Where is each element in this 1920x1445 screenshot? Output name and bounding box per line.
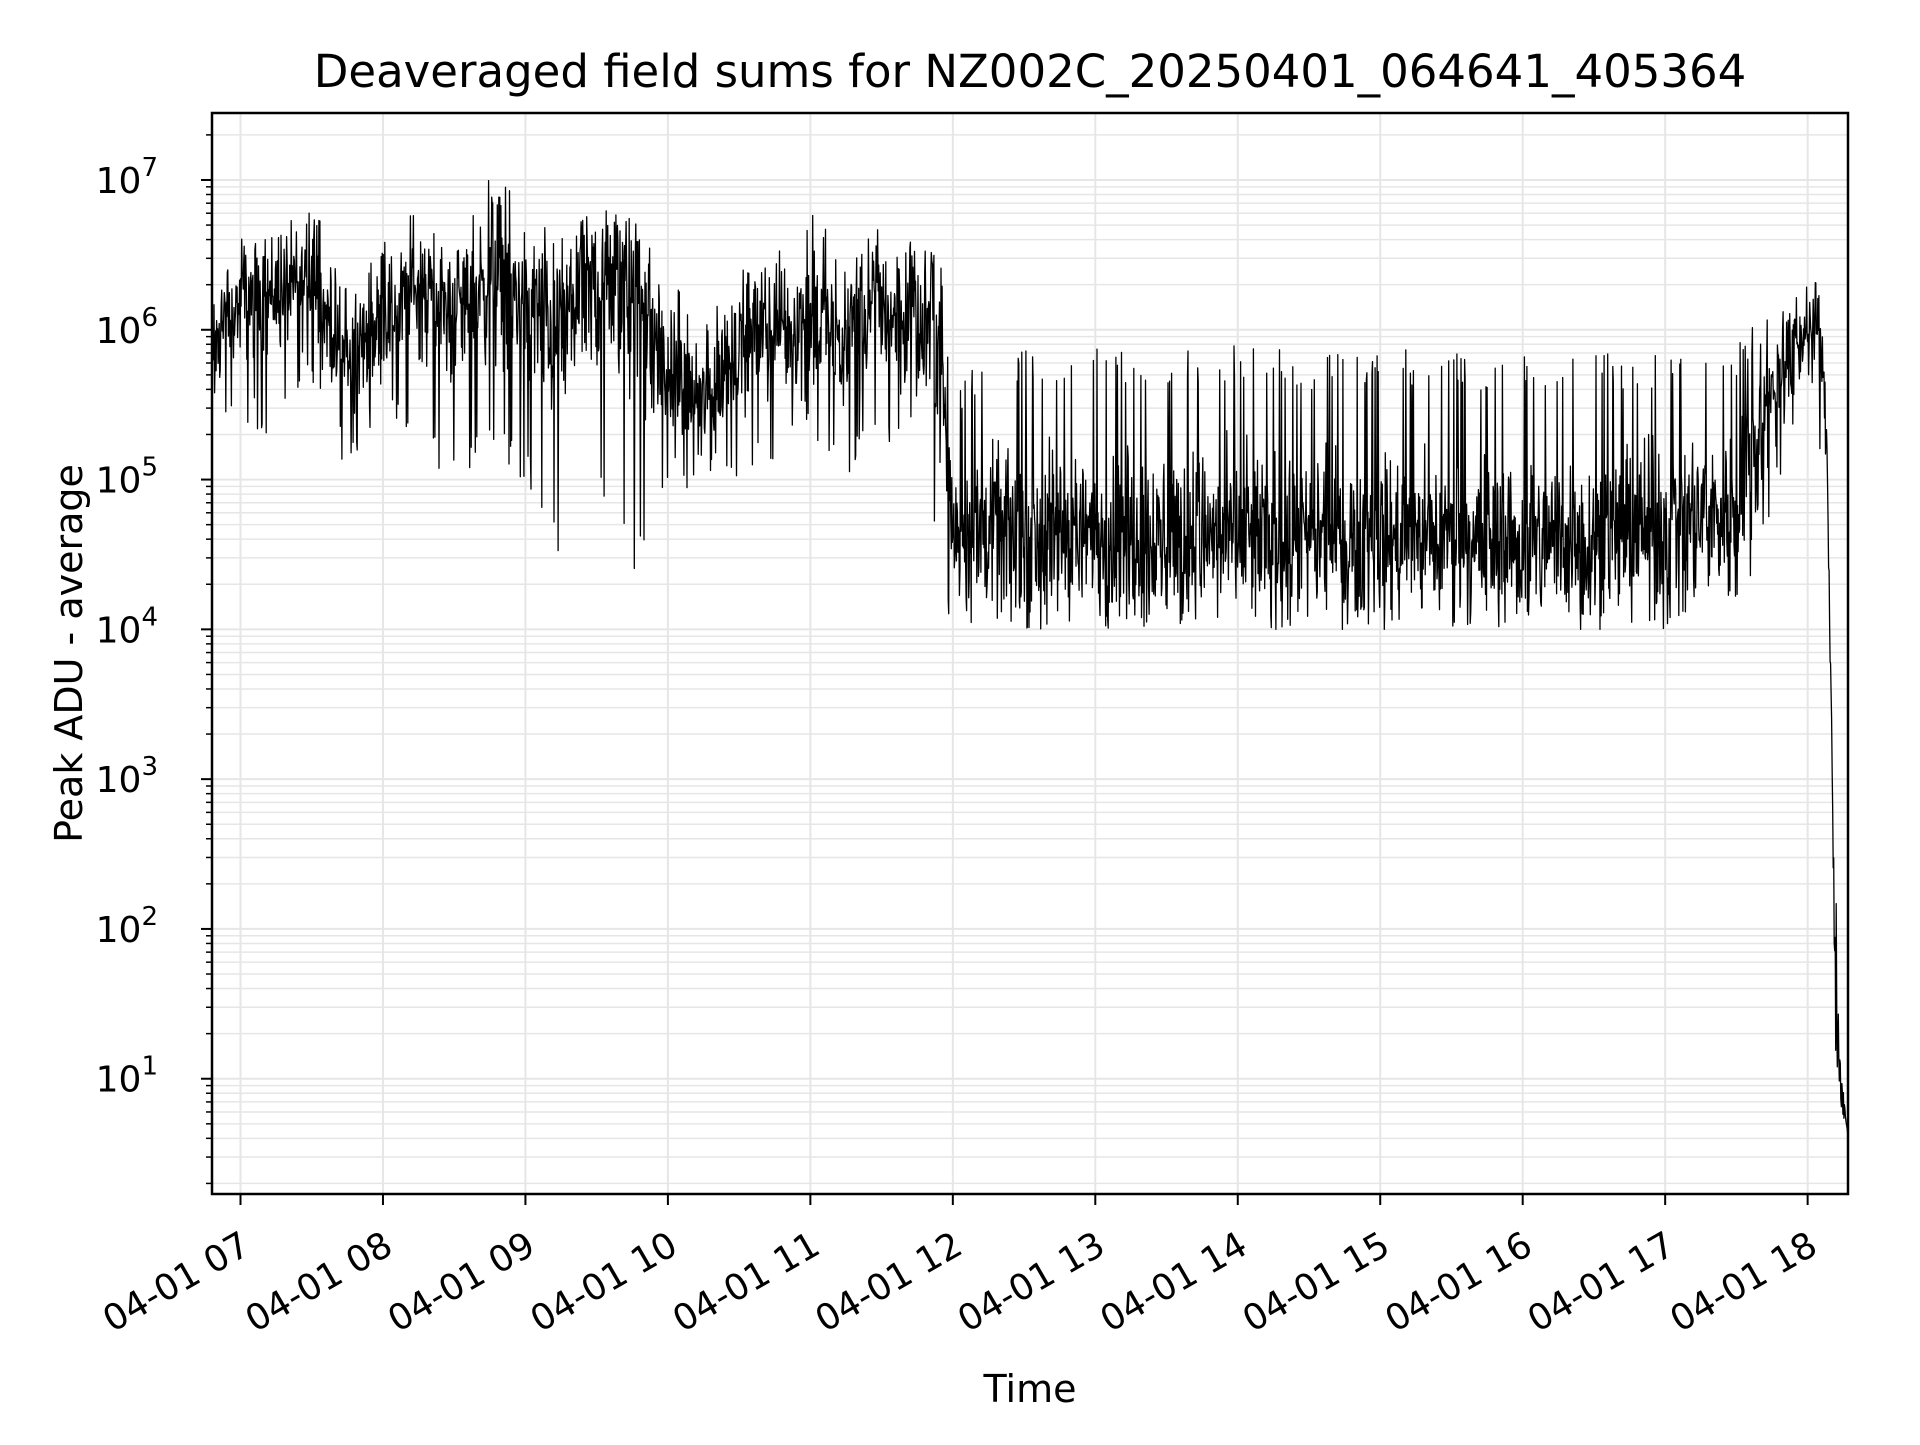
y-tick-label: 105 <box>96 453 158 502</box>
y-axis-label: Peak ADU - average <box>47 464 91 843</box>
y-tick-label: 101 <box>96 1052 158 1101</box>
y-tick-label: 103 <box>96 752 158 801</box>
x-axis-label: Time <box>983 1367 1077 1411</box>
y-tick-label: 102 <box>96 902 158 951</box>
data-line-layer <box>211 180 1849 1138</box>
y-tick-label: 106 <box>96 303 158 352</box>
chart-title: Deaveraged field sums for NZ002C_2025040… <box>314 45 1746 98</box>
plot-frame <box>210 111 1850 1196</box>
data-series-line <box>211 180 1849 1138</box>
y-tick-label: 104 <box>96 602 158 651</box>
y-tick-label: 107 <box>96 153 158 202</box>
